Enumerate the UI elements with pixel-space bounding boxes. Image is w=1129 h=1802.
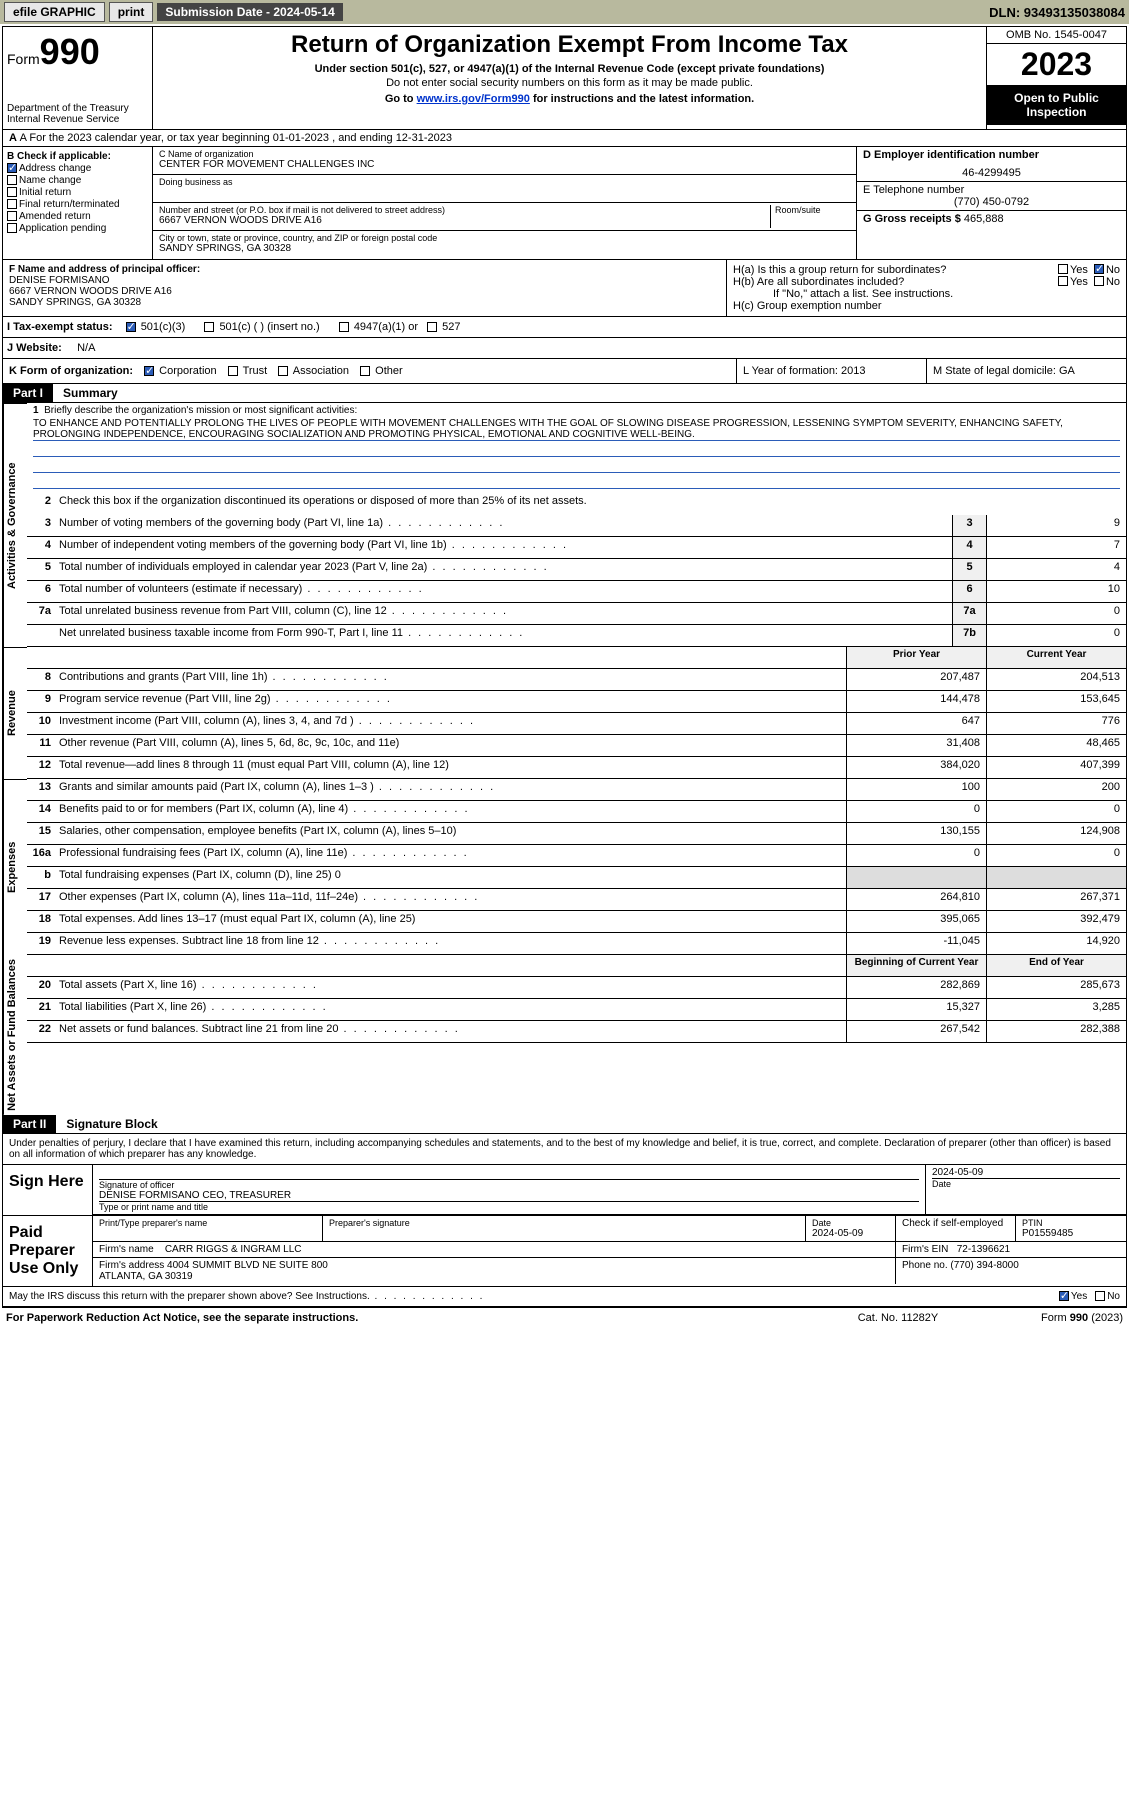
- val-5: 4: [986, 559, 1126, 580]
- box-de: D Employer identification number 46-4299…: [856, 147, 1126, 259]
- page-footer: For Paperwork Reduction Act Notice, see …: [0, 1310, 1129, 1326]
- box-b: B Check if applicable: Address change Na…: [3, 147, 153, 259]
- form-990: Form990 Department of the Treasury Inter…: [2, 26, 1127, 1308]
- form-title: Return of Organization Exempt From Incom…: [157, 31, 982, 59]
- chk-app[interactable]: Application pending: [7, 223, 148, 234]
- paid-preparer: Paid Preparer Use Only Print/Type prepar…: [3, 1216, 1126, 1287]
- val-7b: 0: [986, 625, 1126, 646]
- vtab-governance: Activities & Governance: [3, 403, 27, 647]
- open-inspection: Open to Public Inspection: [987, 85, 1126, 125]
- subtitle-3: Go to www.irs.gov/Form990 for instructio…: [157, 93, 982, 105]
- part-1-header: Part I Summary: [3, 384, 1126, 403]
- mission-text: TO ENHANCE AND POTENTIALLY PROLONG THE L…: [33, 418, 1120, 441]
- officer-name: DENISE FORMISANO: [9, 275, 720, 286]
- topbar: efile GRAPHIC print Submission Date - 20…: [0, 0, 1129, 24]
- val-3: 9: [986, 515, 1126, 536]
- perjury-statement: Under penalties of perjury, I declare th…: [3, 1134, 1126, 1165]
- efile-label: efile GRAPHIC: [4, 2, 105, 22]
- sign-here: Sign Here Signature of officer DENISE FO…: [3, 1165, 1126, 1216]
- subtitle-2: Do not enter social security numbers on …: [157, 77, 982, 89]
- chk-name[interactable]: Name change: [7, 175, 148, 186]
- dept-label: Department of the Treasury Internal Reve…: [7, 103, 148, 125]
- row-j: J Website: N/A: [3, 338, 1126, 359]
- ein: 46-4299495: [863, 167, 1120, 179]
- omb-number: OMB No. 1545-0047: [987, 27, 1126, 44]
- vtab-expenses: Expenses: [3, 779, 27, 955]
- discuss-question: May the IRS discuss this return with the…: [9, 1291, 1059, 1302]
- chk-initial[interactable]: Initial return: [7, 187, 148, 198]
- form-number: Form990: [7, 31, 148, 73]
- org-name: CENTER FOR MOVEMENT CHALLENGES INC: [159, 159, 850, 170]
- submission-date: Submission Date - 2024-05-14: [157, 3, 342, 21]
- street-address: 6667 VERNON WOODS DRIVE A16: [159, 215, 770, 226]
- row-a: A A For the 2023 calendar year, or tax y…: [3, 130, 1126, 147]
- val-7a: 0: [986, 603, 1126, 624]
- officer-signature: DENISE FORMISANO CEO, TREASURER: [99, 1190, 919, 1201]
- row-i: I Tax-exempt status: 501(c)(3) 501(c) ( …: [3, 317, 1126, 338]
- vtab-revenue: Revenue: [3, 647, 27, 779]
- val-6: 10: [986, 581, 1126, 602]
- phone: (770) 450-0792: [863, 196, 1120, 208]
- tax-year: 2023: [987, 44, 1126, 85]
- chk-final[interactable]: Final return/terminated: [7, 199, 148, 210]
- chk-address[interactable]: Address change: [7, 163, 148, 174]
- city-state-zip: SANDY SPRINGS, GA 30328: [159, 243, 850, 254]
- row-l: L Year of formation: 2013: [736, 359, 926, 383]
- row-m: M State of legal domicile: GA: [926, 359, 1126, 383]
- val-4: 7: [986, 537, 1126, 558]
- dln-label: DLN: 93493135038084: [989, 5, 1125, 20]
- box-c: C Name of organization CENTER FOR MOVEME…: [153, 147, 856, 259]
- row-k: K Form of organization: Corporation Trus…: [3, 359, 736, 383]
- vtab-net: Net Assets or Fund Balances: [3, 955, 27, 1115]
- box-h: H(a) Is this a group return for subordin…: [726, 260, 1126, 316]
- chk-amended[interactable]: Amended return: [7, 211, 148, 222]
- subtitle-1: Under section 501(c), 527, or 4947(a)(1)…: [157, 63, 982, 75]
- print-button[interactable]: print: [109, 2, 154, 22]
- part-2-header: Part II Signature Block: [3, 1115, 1126, 1134]
- gross-receipts: 465,888: [964, 213, 1004, 225]
- irs-link[interactable]: www.irs.gov/Form990: [417, 93, 530, 105]
- box-f: F Name and address of principal officer:…: [3, 260, 726, 316]
